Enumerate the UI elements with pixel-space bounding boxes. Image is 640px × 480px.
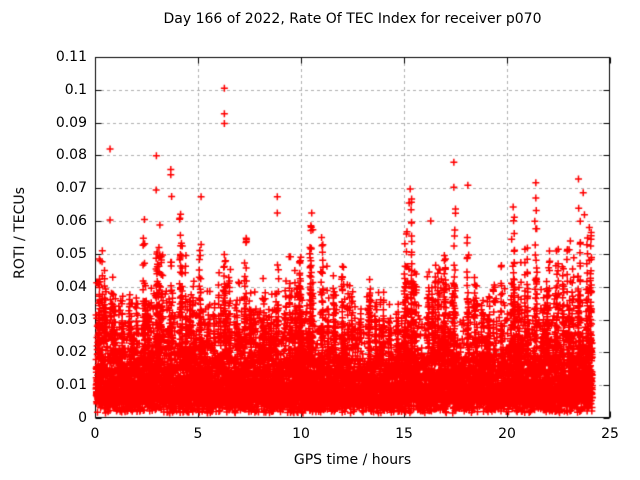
- y-tick-label: 0.1: [64, 81, 87, 98]
- y-tick-label: 0.01: [55, 377, 87, 394]
- y-tick-label: 0.09: [55, 114, 87, 131]
- x-tick-label: 5: [193, 426, 203, 442]
- x-tick-label: 15: [395, 426, 413, 442]
- chart-title: Day 166 of 2022, Rate Of TEC Index for r…: [163, 11, 542, 27]
- y-tick-label: 0.03: [55, 311, 87, 328]
- x-tick-label: 10: [292, 426, 310, 442]
- y-tick-label: 0.11: [55, 49, 87, 65]
- y-tick-label: 0.08: [55, 147, 87, 164]
- y-tick-label: 0.02: [55, 344, 87, 361]
- x-tick-label: 20: [498, 426, 516, 442]
- y-tick-label: 0.06: [55, 213, 87, 230]
- y-tick-label: 0.04: [55, 278, 87, 295]
- y-tick-label: 0: [78, 410, 87, 426]
- x-tick-label: 25: [601, 426, 619, 442]
- y-axis-label: ROTI / TECUs: [12, 187, 28, 279]
- x-axis-label: GPS time / hours: [293, 452, 412, 468]
- y-tick-label: 0.05: [55, 245, 87, 262]
- y-tick-label: 0.07: [55, 180, 87, 197]
- x-tick-label: 0: [90, 426, 100, 442]
